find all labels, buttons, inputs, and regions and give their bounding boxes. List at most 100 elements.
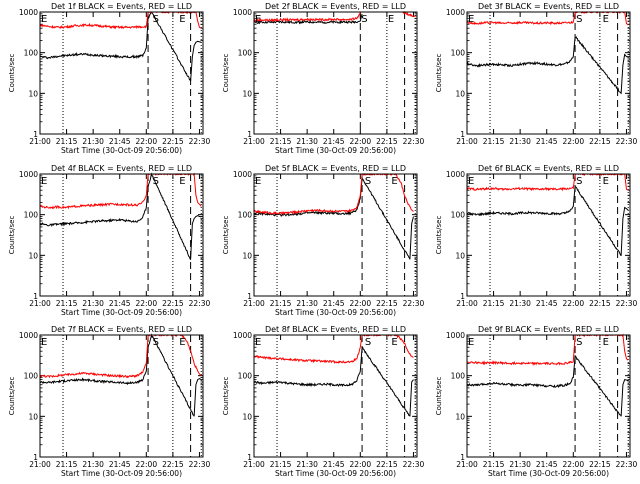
y-tick-label: 10 bbox=[455, 89, 465, 98]
phase-marker: E bbox=[603, 337, 609, 348]
y-tick-label: 1000 bbox=[446, 331, 465, 340]
x-tick-label: 21:00 bbox=[243, 460, 265, 469]
lld-series-line bbox=[39, 334, 202, 379]
panel-title: Det 3f BLACK = Events, RED = LLD bbox=[478, 2, 619, 11]
events-series-line bbox=[39, 11, 202, 82]
x-tick-label: 22:15 bbox=[589, 299, 611, 308]
y-tick-label: 1 bbox=[247, 453, 252, 462]
x-tick-label: 21:30 bbox=[509, 299, 531, 308]
x-tick-label: 22:30 bbox=[189, 299, 211, 308]
x-tick-label: 22:00 bbox=[349, 299, 371, 308]
phase-marker: E bbox=[603, 176, 609, 187]
phase-marker: S bbox=[576, 337, 582, 348]
x-tick-label: 22:30 bbox=[403, 137, 425, 146]
y-axis-label: Counts/sec bbox=[435, 377, 443, 416]
x-tick-label: 21:45 bbox=[323, 137, 345, 146]
phase-marker: E bbox=[179, 176, 185, 187]
x-tick-label: 21:15 bbox=[270, 137, 292, 146]
phase-marker: E bbox=[391, 337, 397, 348]
x-tick-label: 22:30 bbox=[616, 460, 638, 469]
events-series-line bbox=[253, 13, 363, 25]
phase-marker: S bbox=[365, 176, 371, 187]
x-tick-label: 21:45 bbox=[323, 299, 345, 308]
panel-5: Det 5f BLACK = Events, RED = LLD Counts/s… bbox=[222, 164, 424, 317]
phase-marker: S bbox=[153, 14, 159, 25]
x-tick-label: 22:00 bbox=[135, 460, 157, 469]
events-series-line bbox=[466, 36, 629, 95]
lld-series-line bbox=[39, 172, 202, 210]
phase-marker: S bbox=[361, 14, 367, 25]
x-tick-label: 22:15 bbox=[376, 137, 398, 146]
panel-title: Det 4f BLACK = Events, RED = LLD bbox=[51, 164, 192, 173]
lld-series-line bbox=[39, 11, 202, 30]
x-tick-label: 21:15 bbox=[56, 299, 78, 308]
x-tick-label: 21:15 bbox=[270, 299, 292, 308]
y-tick-label: 1 bbox=[33, 130, 38, 139]
x-tick-label: 21:45 bbox=[323, 460, 345, 469]
x-tick-label: 21:45 bbox=[109, 299, 131, 308]
y-tick-label: 10 bbox=[28, 412, 38, 421]
lld-series-line bbox=[253, 173, 414, 216]
x-tick-label: 21:45 bbox=[109, 460, 131, 469]
x-tick-label: 21:00 bbox=[243, 299, 265, 308]
x-tick-label: 22:15 bbox=[589, 137, 611, 146]
y-tick-label: 100 bbox=[451, 211, 466, 220]
x-tick-label: 22:15 bbox=[162, 460, 184, 469]
panel-7: Det 7f BLACK = Events, RED = LLD Counts/s… bbox=[8, 325, 210, 478]
phase-marker: E bbox=[468, 337, 474, 348]
phase-marker: S bbox=[365, 337, 371, 348]
y-tick-label: 1000 bbox=[19, 331, 38, 340]
x-tick-label: 21:00 bbox=[456, 137, 478, 146]
x-tick-label: 21:00 bbox=[243, 137, 265, 146]
events-series-line bbox=[253, 177, 414, 260]
panel-6: Det 6f BLACK = Events, RED = LLD Counts/s… bbox=[435, 164, 637, 308]
plot-frame bbox=[253, 11, 418, 135]
x-tick-label: 21:30 bbox=[509, 460, 531, 469]
phase-marker: E bbox=[391, 176, 397, 187]
plot-frame bbox=[466, 173, 631, 297]
x-tick-label: 21:00 bbox=[29, 460, 51, 469]
phase-marker: E bbox=[388, 14, 394, 25]
plot-frame bbox=[253, 334, 418, 458]
y-tick-label: 1 bbox=[247, 292, 252, 301]
x-tick-label: 22:15 bbox=[162, 137, 184, 146]
panel-title: Det 6f BLACK = Events, RED = LLD bbox=[478, 164, 619, 173]
x-tick-label: 21:00 bbox=[456, 299, 478, 308]
panel-4: Det 4f BLACK = Events, RED = LLD Counts/s… bbox=[8, 164, 210, 317]
y-axis-label: Counts/sec bbox=[435, 54, 443, 93]
phase-marker: E bbox=[255, 14, 261, 25]
x-tick-label: 22:00 bbox=[562, 137, 584, 146]
x-tick-label: 21:30 bbox=[296, 299, 318, 308]
y-tick-label: 10 bbox=[455, 412, 465, 421]
x-tick-label: 21:45 bbox=[536, 460, 558, 469]
phase-marker: E bbox=[468, 14, 474, 25]
y-tick-label: 100 bbox=[451, 49, 466, 58]
x-tick-label: 22:15 bbox=[376, 460, 398, 469]
phase-marker: S bbox=[576, 176, 582, 187]
events-series-line bbox=[39, 333, 202, 417]
x-tick-label: 21:45 bbox=[109, 137, 131, 146]
y-tick-label: 1000 bbox=[19, 170, 38, 179]
plot-frame bbox=[39, 11, 204, 135]
phase-marker: S bbox=[576, 14, 582, 25]
y-axis-label: Counts/sec bbox=[222, 54, 230, 93]
y-axis-label: Counts/sec bbox=[8, 377, 16, 416]
y-axis-label: Counts/sec bbox=[8, 216, 16, 255]
x-tick-label: 21:15 bbox=[56, 137, 78, 146]
x-axis-label: Start Time (30-Oct-09 20:56:00) bbox=[275, 308, 396, 317]
panel-1: Det 1f BLACK = Events, RED = LLD Counts/s… bbox=[8, 2, 210, 155]
y-tick-label: 100 bbox=[24, 211, 39, 220]
x-axis-label: Start Time (30-Oct-09 20:56:00) bbox=[61, 469, 182, 478]
x-tick-label: 22:30 bbox=[403, 460, 425, 469]
x-tick-label: 21:00 bbox=[456, 460, 478, 469]
plot-frame bbox=[253, 173, 418, 297]
y-tick-label: 1000 bbox=[19, 8, 38, 17]
y-tick-label: 1000 bbox=[233, 170, 252, 179]
x-tick-label: 21:30 bbox=[82, 460, 104, 469]
panel-3: Det 3f BLACK = Events, RED = LLD Counts/s… bbox=[435, 2, 637, 146]
phase-marker: E bbox=[41, 337, 47, 348]
y-axis-label: Counts/sec bbox=[8, 54, 16, 93]
plot-frame bbox=[39, 334, 204, 458]
